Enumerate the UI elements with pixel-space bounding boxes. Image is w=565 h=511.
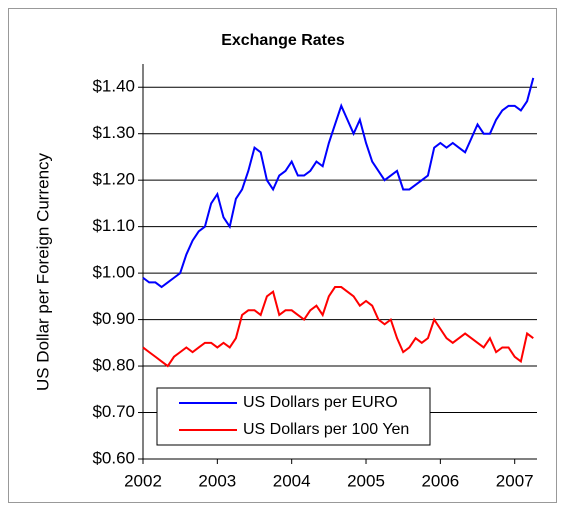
x-tick-label: 2003 <box>198 471 236 490</box>
y-tick-label: $0.60 <box>92 448 135 467</box>
x-tick-label: 2005 <box>347 471 385 490</box>
y-tick-label: $1.10 <box>92 216 135 235</box>
y-tick-label: $0.80 <box>92 356 135 375</box>
x-tick-label: 2004 <box>273 471 311 490</box>
y-tick-label: $1.40 <box>92 77 135 96</box>
y-tick-label: $1.00 <box>92 263 135 282</box>
y-axis-label: US Dollar per Foreign Currency <box>33 152 52 391</box>
y-tick-label: $0.70 <box>92 402 135 421</box>
legend-label: US Dollars per 100 Yen <box>243 421 409 438</box>
line-series <box>142 286 534 368</box>
x-tick-label: 2007 <box>496 471 534 490</box>
chart-title: Exchange Rates <box>221 32 345 49</box>
y-tick-label: $0.90 <box>92 309 135 328</box>
y-tick-label: $1.30 <box>92 123 135 142</box>
x-tick-label: 2006 <box>421 471 459 490</box>
legend-box <box>156 387 431 446</box>
legend-label: US Dollars per EURO <box>243 394 398 411</box>
line-series <box>142 77 535 289</box>
y-tick-label: $1.20 <box>92 170 135 189</box>
x-tick-label: 2002 <box>124 471 162 490</box>
